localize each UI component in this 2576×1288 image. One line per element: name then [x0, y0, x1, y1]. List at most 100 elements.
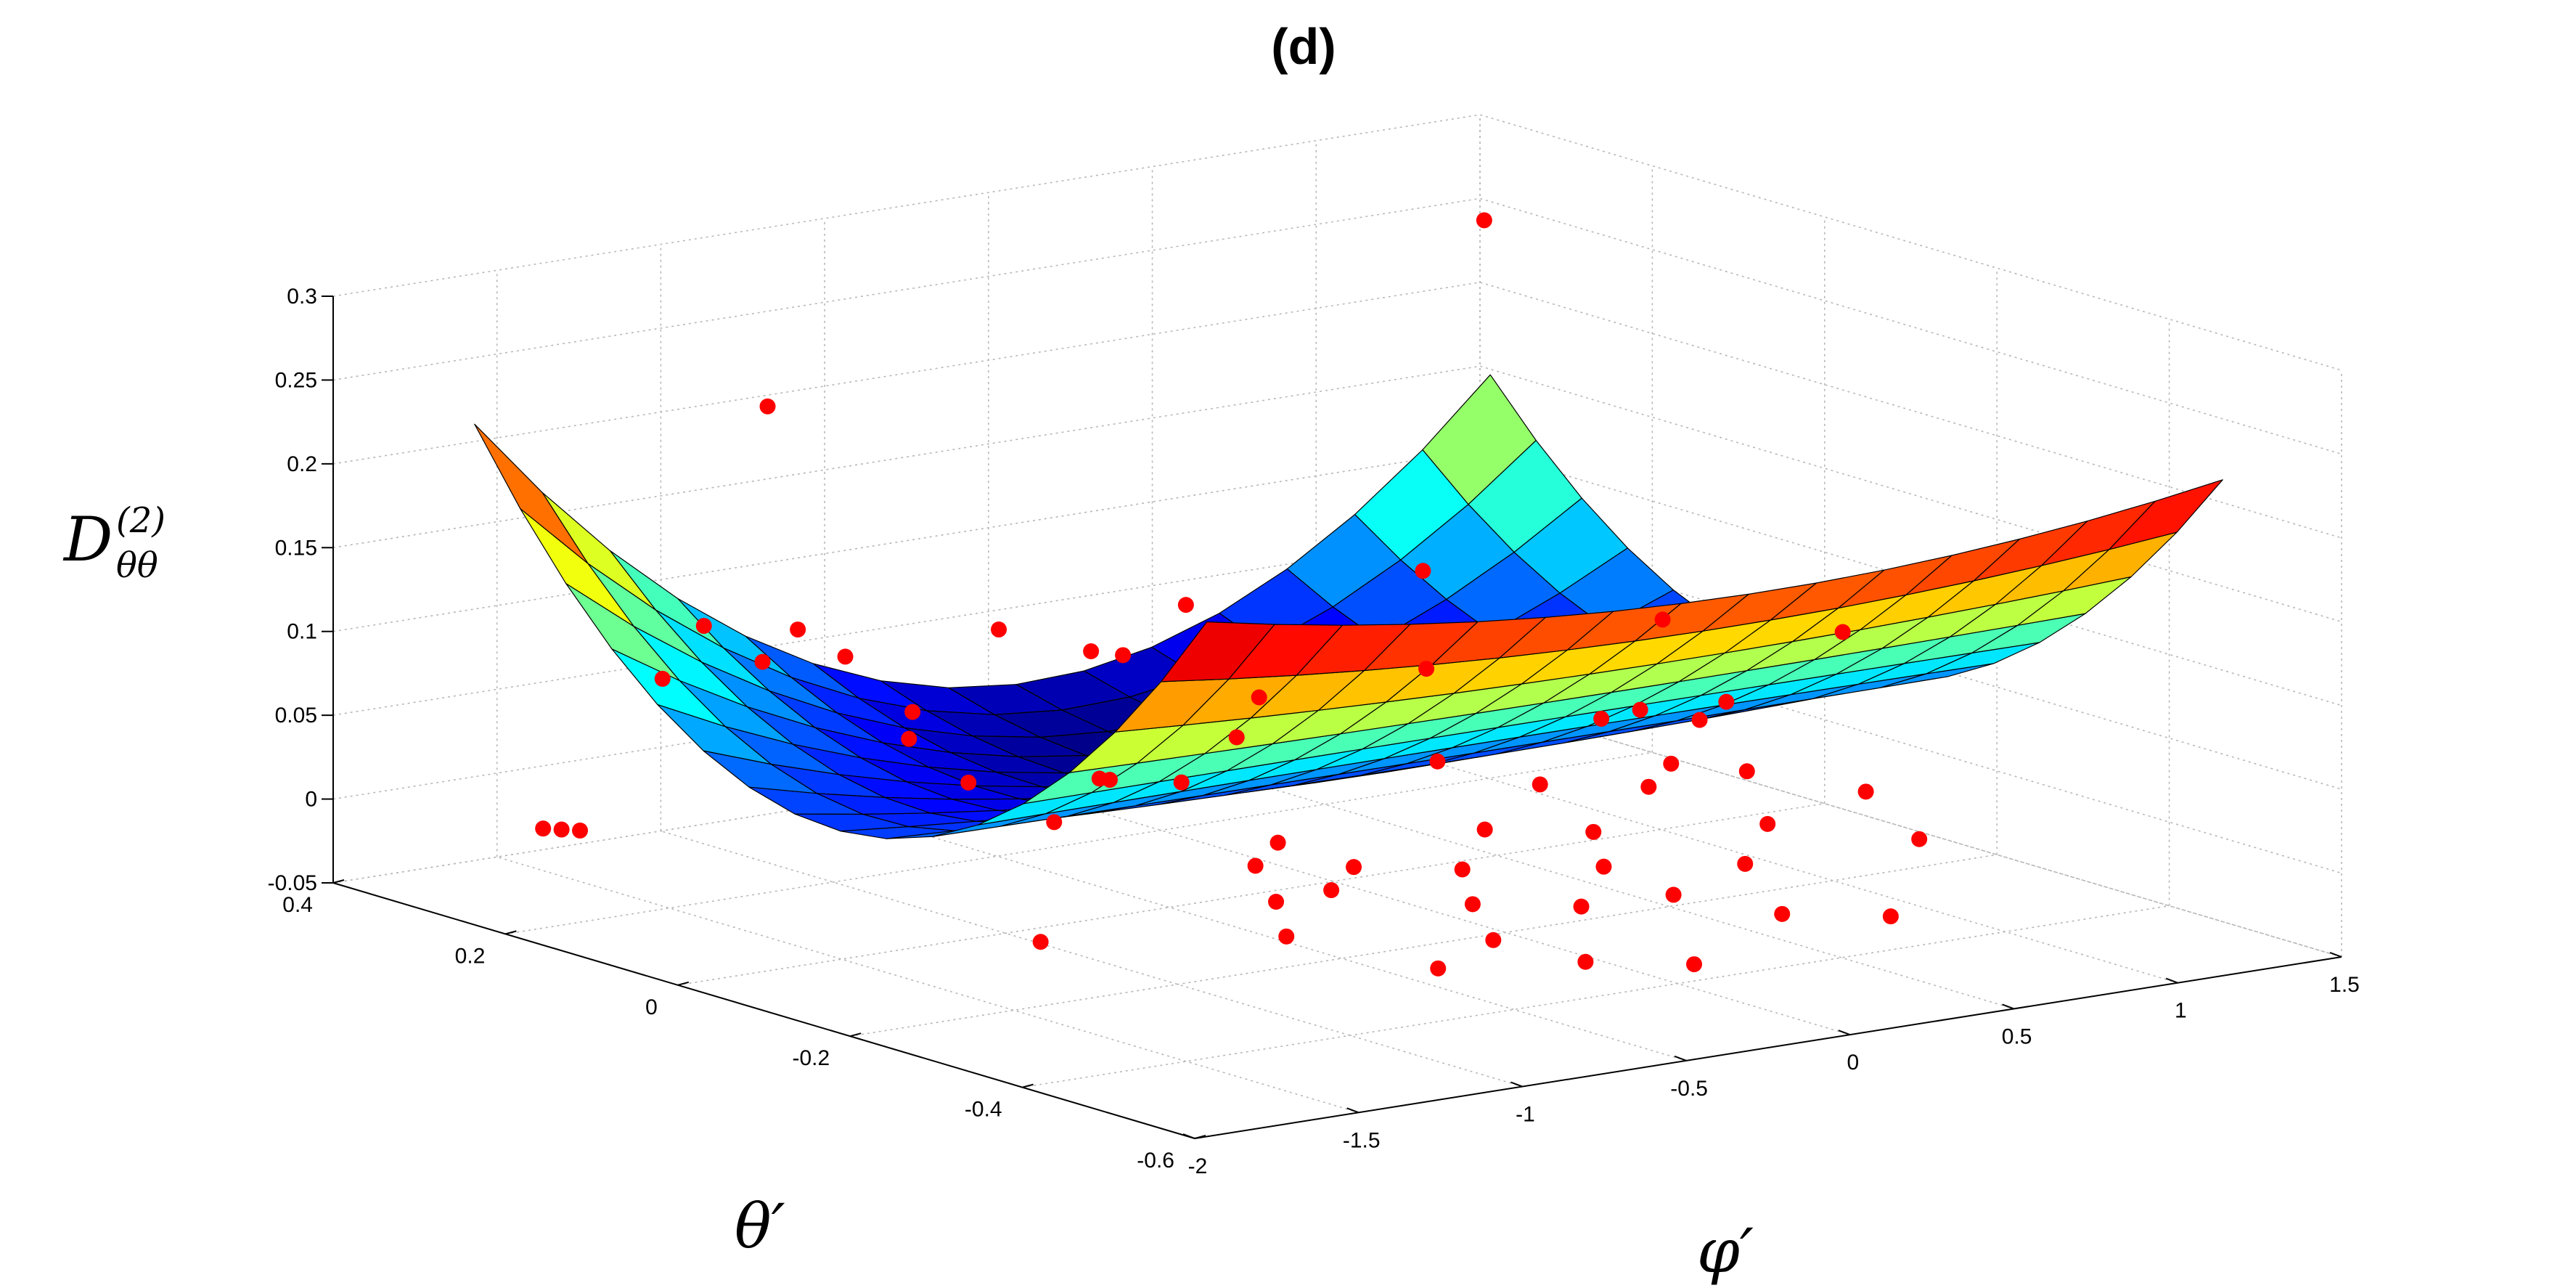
x-tick-mark — [2165, 977, 2178, 984]
data-point — [1640, 778, 1657, 795]
x-tick-mark — [1510, 1081, 1523, 1088]
data-point — [1573, 898, 1590, 915]
x-tick-mark — [1346, 1107, 1359, 1114]
z-tick-label: 0.1 — [287, 620, 317, 644]
z-tick-label: 0.05 — [275, 704, 317, 727]
surface-layer — [474, 374, 2223, 839]
y-tick-label: 0.4 — [282, 893, 313, 917]
data-point — [1595, 858, 1612, 875]
data-point — [1737, 855, 1754, 872]
data-point — [1115, 647, 1132, 664]
grid-line-floor-x — [496, 856, 1359, 1114]
z-axis-label-superscript: (2) — [116, 500, 165, 541]
x-tick-mark — [1182, 1133, 1195, 1139]
tick-label-layer: -0.05 0 0.05 0.1 0.15 0.2 0.25 0.3 -0.6 -0.4 -0.2 0… — [268, 285, 2360, 1178]
z-tick-label: 0.25 — [275, 368, 317, 392]
y-tick-mark — [677, 981, 690, 986]
data-point — [1177, 597, 1194, 614]
grid-line-floor-y — [1022, 905, 2170, 1088]
data-point — [535, 820, 552, 837]
x-tick-mark — [2329, 952, 2342, 958]
data-point — [1718, 693, 1735, 710]
x-tick-mark — [1674, 1055, 1687, 1061]
data-point — [1228, 729, 1245, 746]
data-point — [1882, 908, 1899, 925]
z-axis-label-subscript: θθ — [116, 545, 158, 586]
grid-line-floor-y — [505, 751, 1653, 935]
x-tick-mark — [1838, 1030, 1851, 1036]
grid-line-z — [332, 701, 2342, 958]
grid-line-floor-x — [661, 830, 1523, 1088]
y-tick-label: -0.4 — [965, 1098, 1002, 1122]
data-point — [553, 821, 570, 838]
data-point — [1857, 783, 1874, 800]
data-point — [1464, 896, 1481, 913]
data-point — [654, 670, 671, 687]
data-point — [1691, 712, 1708, 728]
data-point — [1632, 701, 1648, 718]
data-point — [1759, 815, 1776, 832]
x-tick-label: 1 — [2175, 999, 2187, 1023]
y-tick-label: -0.2 — [792, 1046, 830, 1070]
chart-title: (d) — [1271, 18, 1336, 75]
grid-line-floor-y — [677, 803, 1825, 986]
grid-line-floor-y — [332, 701, 1481, 884]
data-point — [1268, 894, 1285, 910]
z-tick-label: 0.15 — [275, 536, 317, 560]
z-tick-label: -0.05 — [268, 871, 317, 895]
data-point — [904, 704, 921, 720]
data-point — [754, 653, 771, 670]
data-point — [1485, 932, 1502, 948]
z-tick-label: 0.2 — [287, 452, 317, 476]
data-point — [1774, 905, 1791, 922]
data-point — [837, 648, 854, 665]
data-point — [1173, 774, 1190, 791]
x-tick-label: -2 — [1188, 1154, 1208, 1178]
grid-line-z — [332, 533, 2342, 790]
grid-line-floor-x — [988, 778, 1851, 1035]
data-point — [1418, 661, 1435, 677]
surface-patch — [1161, 621, 1275, 682]
surface-patch — [474, 423, 589, 564]
data-point — [1834, 624, 1851, 640]
data-point — [695, 618, 712, 635]
scatter-layer — [535, 212, 1928, 977]
x-tick-mark — [2002, 1003, 2014, 1010]
data-point — [991, 621, 1007, 638]
data-point — [1346, 859, 1362, 876]
data-point — [1415, 563, 1431, 579]
data-point — [1247, 857, 1264, 874]
data-point — [1430, 960, 1447, 977]
grid-line-z — [332, 616, 2342, 874]
x-tick-label: 0.5 — [2002, 1024, 2032, 1048]
x-tick-label: -1 — [1516, 1103, 1535, 1127]
y-tick-label: -0.6 — [1137, 1149, 1174, 1173]
data-point — [790, 621, 806, 638]
data-point — [1251, 689, 1267, 706]
z-tick-label: 0 — [305, 788, 317, 812]
data-point — [1738, 763, 1755, 780]
data-point — [1083, 643, 1100, 659]
data-point — [1585, 823, 1602, 840]
data-point — [1323, 882, 1340, 899]
grid-line-floor-x — [1152, 752, 2014, 1010]
data-point — [1091, 770, 1108, 787]
grid-line-floor-y — [850, 854, 1998, 1037]
data-point — [1429, 753, 1446, 770]
data-point — [901, 730, 917, 747]
data-point — [1278, 928, 1295, 945]
data-point — [1577, 953, 1594, 970]
z-axis-label: D (2) θθ — [62, 500, 165, 586]
y-tick-label: 0 — [645, 995, 658, 1019]
grid-line-z — [332, 114, 2342, 371]
data-point — [1046, 814, 1063, 831]
data-point — [1032, 934, 1049, 950]
grid-line-z — [332, 282, 2342, 539]
x-axis-label: φ′ — [1697, 1215, 1754, 1287]
data-point — [1654, 611, 1671, 628]
data-point — [1911, 831, 1928, 847]
x-tick-label: 0 — [1847, 1051, 1860, 1075]
data-point — [1593, 710, 1610, 727]
data-point — [1476, 212, 1492, 229]
